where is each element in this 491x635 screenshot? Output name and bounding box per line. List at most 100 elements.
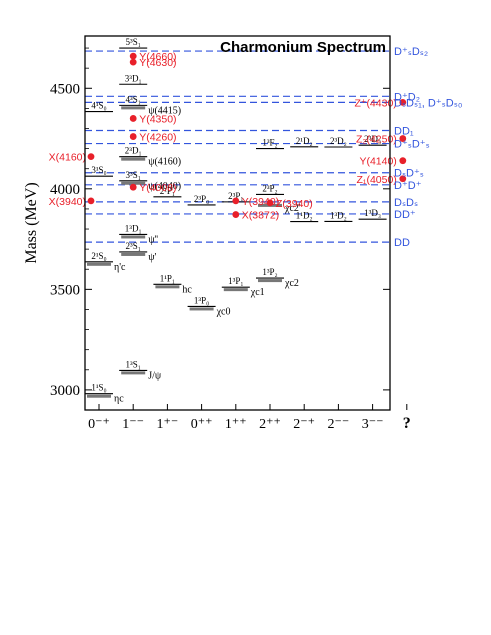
exotic-state-point: [87, 197, 95, 205]
axes-group: 3000 3500 4000 4500 0⁻⁺ 1⁻⁻ 1⁺⁻ 0⁺⁺ 1⁺⁺ 2⁺⁺ 2⁻⁺ 2⁻⁻…: [50, 47, 411, 432]
threshold-label: D⁺D₂: [394, 91, 420, 103]
exotic-state-point: [399, 175, 407, 183]
predicted-level-label: 1³D₁: [125, 223, 142, 233]
y-tick-label: 3000: [50, 383, 80, 399]
x-tick-label: ?: [403, 415, 411, 432]
threshold-label: DₛD⁺ₛ: [394, 168, 424, 180]
predicted-level-label: 2¹P₁: [160, 186, 175, 196]
predicted-level-label: 2³D₂: [330, 136, 347, 146]
exotic-state-point: [129, 183, 137, 191]
predicted-level-label: 2³P₀: [194, 194, 209, 204]
predicted-level-label: 1¹P₁: [160, 273, 175, 283]
predicted-level-label: 5³S₁: [126, 37, 141, 47]
observed-state-band: [121, 181, 146, 185]
observed-state-band: [223, 288, 248, 292]
exotic-state-point: [399, 135, 407, 142]
exotic-state-label: Z₂(4250): [356, 134, 397, 146]
predicted-level-label: 2³D₃: [364, 134, 381, 144]
observed-state-label: χc2': [284, 203, 301, 214]
predicted-level-label: 1³S₁: [126, 359, 141, 369]
predicted-level-label: 1³D₂: [330, 210, 347, 220]
exotic-state-point: [399, 98, 407, 106]
predicted-level-label: 2¹S₀: [91, 251, 106, 261]
exotic-state-point: [87, 153, 95, 161]
x-tick-label: 0⁺⁺: [191, 417, 213, 432]
exotic-state-point: [399, 157, 407, 165]
observed-state-band: [121, 235, 146, 239]
y-tick-label: 3500: [50, 282, 80, 298]
exotic-state-label: X(4160): [49, 152, 86, 164]
threshold-label: D⁺D⁺: [394, 180, 422, 192]
predicted-level-label: 1³P₀: [194, 295, 209, 305]
exotic-state-label: Y(4008): [139, 182, 176, 194]
x-tick-label: 1⁺⁺: [225, 417, 247, 432]
threshold-lines-group: [85, 50, 390, 243]
observed-state-band: [121, 252, 146, 256]
x-tick-label: 2⁻⁺: [293, 417, 315, 432]
predicted-level-label: 4³S₁: [126, 94, 141, 104]
observed-state-label: ψ'': [148, 234, 158, 245]
observed-state-label: ηc: [114, 394, 124, 405]
observed-state-band: [87, 394, 111, 398]
observed-state-band: [121, 106, 146, 110]
observed-state-label: χc1: [250, 287, 265, 298]
y-tick-label: 4000: [50, 182, 80, 198]
observed-state-label: ψ(4415): [148, 105, 181, 116]
x-tick-label: 3⁻⁻: [362, 417, 384, 432]
exotic-state-label: Z⁺(4430): [354, 97, 396, 109]
exotic-state-label: Y(3940): [242, 196, 279, 208]
predicted-level-label: 1¹S₀: [91, 383, 106, 393]
x-tick-label: 1⁻⁻: [122, 417, 144, 432]
observed-state-label: ψ(4040): [148, 181, 181, 192]
exotic-state-point: [232, 211, 240, 218]
observed-state-band: [189, 307, 214, 311]
observed-state-band: [121, 157, 146, 161]
exotic-state-label: X(3872): [242, 210, 279, 222]
exotic-state-point: [129, 58, 137, 66]
exotic-state-label: Y(4140): [359, 156, 396, 168]
predicted-level-label: 1³P₂: [262, 267, 277, 277]
observed-state-label: ψ(4160): [148, 157, 181, 168]
observed-state-label: χc2: [284, 278, 299, 289]
observed-state-band: [155, 285, 180, 289]
exotic-state-point: [232, 197, 240, 205]
exotic-state-label: Z(3940): [276, 198, 313, 210]
threshold-label: DD⁺: [394, 209, 416, 221]
x-tick-label: 0⁻⁺: [88, 417, 110, 432]
predicted-level-label: 3³D₁: [125, 73, 142, 83]
observed-state-label: η'c: [114, 262, 126, 273]
predicted-level-label: 3¹S₀: [91, 165, 106, 175]
threshold-label: D⁺ₛD⁺ₛ: [394, 139, 430, 151]
levels-group: 1¹S₀ 2¹S₀ 3¹S₀ 4¹S₀ 1³S₁ 2³S₁ 1³D₁ 3³S₁ 2³D₁ 4³S₁…: [85, 37, 387, 405]
predicted-level-label: 2¹D₂: [296, 136, 313, 146]
predicted-level-label: 2³P₁: [228, 191, 243, 201]
predicted-level-label: 1¹D₂: [296, 211, 313, 221]
chart-title: Charmonium Spectrum: [220, 39, 386, 56]
observed-state-band: [258, 279, 282, 283]
x-tick-label: 1⁺⁻: [157, 417, 179, 432]
predicted-level-label: 1³P₁: [228, 276, 243, 286]
predicted-level-label: 4¹S₀: [91, 101, 106, 111]
observed-state-band: [121, 371, 146, 375]
exotic-state-point: [129, 52, 137, 60]
predicted-level-label: 1³F₂: [262, 138, 277, 148]
x-tick-label: 2⁺⁺: [259, 417, 281, 432]
threshold-label: DD: [394, 237, 410, 249]
threshold-label: D⁺ₛDₛ₂: [394, 46, 428, 58]
exotic-state-point: [266, 199, 274, 207]
observed-state-label: ψ': [148, 252, 156, 263]
predicted-level-label: 2³D₁: [125, 146, 142, 156]
exotic-state-point: [129, 133, 137, 140]
exotic-state-label: Y(4630): [139, 57, 176, 69]
observed-state-band: [87, 262, 111, 266]
exotic-state-label: Z₁(4050): [356, 174, 396, 186]
threshold-label: DₛDₛ₁, D⁺ₛDₛ₀: [394, 97, 462, 109]
observed-state-label: hc: [182, 284, 192, 295]
predicted-level-label: 1³D₃: [364, 208, 381, 218]
observed-state-label: J/ψ: [148, 370, 162, 381]
threshold-label: DₛDₛ: [394, 197, 418, 209]
predicted-level-label: 2³S₁: [126, 241, 141, 251]
observed-state-label: χc0: [216, 306, 231, 317]
